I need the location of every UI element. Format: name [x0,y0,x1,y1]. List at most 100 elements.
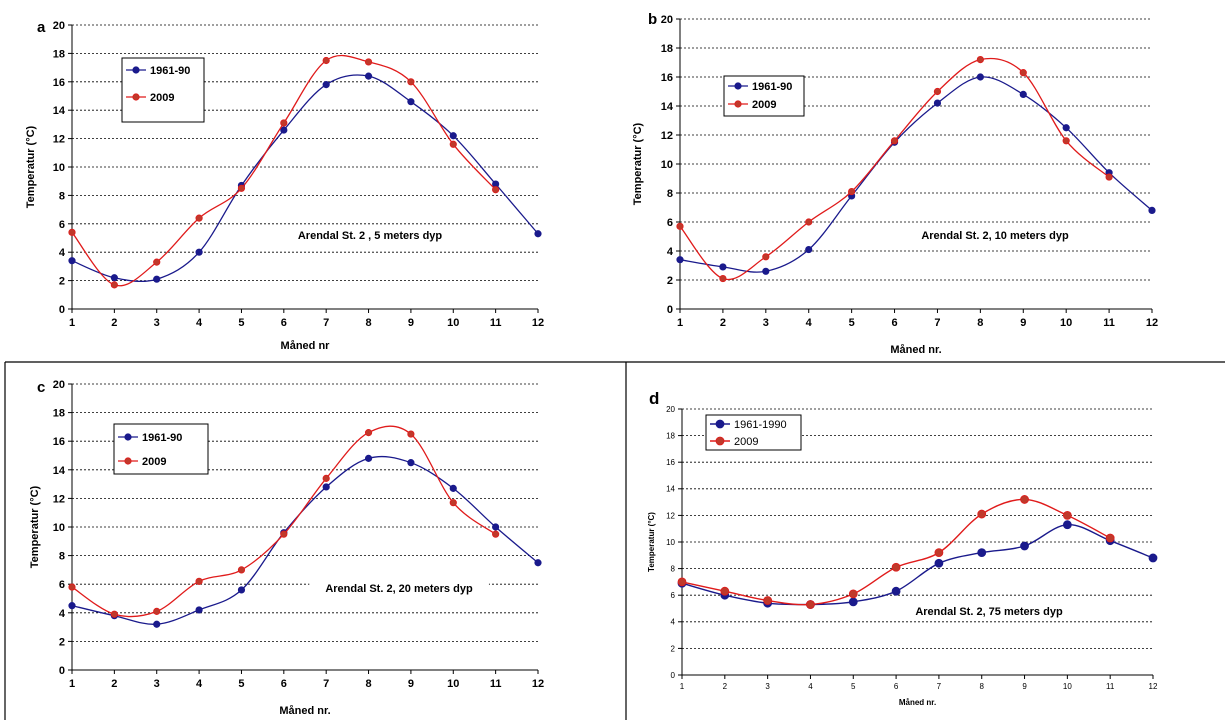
data-point [534,559,542,567]
y-tick-label: 8 [59,190,65,202]
x-tick-label: 6 [281,678,287,690]
data-point [492,523,500,531]
legend-label: 1961-90 [150,65,190,77]
chart-panel-c: c 0 2 4 6 8 10 12 14 16 18 20 1 2 3 4 5 6 7 8 9 10 11 12 Måned n… [0,364,620,720]
data-point [891,562,901,572]
data-point [1020,541,1029,551]
legend-swatch-marker [124,457,132,465]
legend-label: 2009 [142,456,166,468]
x-tick-label: 7 [937,682,942,691]
data-point [763,596,773,605]
data-point [492,530,500,538]
x-tick-label: 9 [408,317,414,329]
data-point [848,589,858,599]
x-tick-label: 12 [532,678,544,690]
y-axis-label: Temperatur (°C) [647,512,656,572]
data-point [407,459,415,467]
data-point [848,597,858,607]
data-point [719,274,727,283]
data-point [1019,69,1027,77]
series-reference [68,72,542,283]
x-tick-label: 2 [111,678,117,690]
x-tick-label: 1 [69,317,75,329]
series-line [71,455,539,625]
panel-letter: b [648,11,657,28]
y-axis-label: Temperatur (°C) [25,125,37,208]
x-tick-label: 6 [891,317,897,329]
y-tick-label: 8 [667,188,673,200]
legend-label: 2009 [752,99,776,111]
legend-box [113,423,209,475]
data-point [677,577,687,587]
data-point [977,548,987,558]
legend-label: 1961-90 [752,81,792,93]
x-tick-label: 5 [851,682,856,691]
x-tick-label: 9 [1020,317,1026,329]
data-point [719,263,727,271]
data-point [762,253,770,261]
chart-panel-d: d 0 2 4 6 8 10 12 14 16 18 20 1 2 3 4 5 6 7 8 9 10 11 12 Måned n… [628,364,1225,720]
x-tick-label: 2 [720,317,726,329]
x-tick-label: 10 [1063,682,1072,691]
series-2009 [68,54,500,289]
legend-swatch-marker [715,436,725,446]
y-tick-label: 2 [59,636,65,648]
x-tick-label: 12 [1146,317,1158,329]
y-tick-label: 16 [661,72,673,84]
annotation-background [899,604,1079,620]
chart-panel-a: a 0 2 4 6 8 10 12 14 16 18 20 1 2 3 4 5 6 7 8 9 10 11 12 Måned n… [0,0,600,360]
x-tick-label: 2 [111,317,117,329]
x-tick-label: 2 [723,682,728,691]
chart-panel-b: b 0 2 4 6 8 10 12 14 16 18 20 1 2 3 4 5 6 7 8 9 10 11 12 Måned n… [620,0,1220,360]
data-point [933,99,942,107]
data-point [322,56,330,65]
data-point [153,275,161,283]
y-tick-label: 14 [53,465,66,477]
y-tick-label: 4 [59,247,66,259]
x-tick-label: 11 [490,678,502,690]
y-tick-label: 16 [53,436,65,448]
data-point [407,98,415,106]
x-tick-label: 8 [980,682,985,691]
data-point [449,484,457,492]
x-tick-label: 10 [1060,317,1072,329]
x-tick-label: 3 [154,678,160,690]
y-tick-label: 12 [666,511,675,520]
data-point [676,256,684,264]
data-point [280,126,288,134]
y-tick-label: 12 [53,493,65,505]
data-point [976,55,984,64]
data-point [890,137,899,145]
y-tick-label: 10 [53,522,65,534]
data-point [407,430,415,438]
legend: 1961-90 2009 [723,75,805,117]
data-point [1062,520,1072,530]
data-point [195,214,203,222]
data-point [891,586,901,596]
series-2009 [676,55,1113,283]
y-tick-label: 6 [671,591,676,600]
series-2009 [677,495,1115,609]
y-tick-label: 14 [666,485,675,494]
series-reference [676,73,1156,275]
legend-swatch-marker [715,419,725,429]
chart-annotation: Arendal St. 2, 20 meters dyp [325,583,473,595]
chart-annotation: Arendal St. 2 , 5 meters dyp [298,230,443,242]
data-point [68,583,76,591]
panel-letter: c [37,379,45,396]
legend-swatch-marker [734,100,742,108]
panel-letter: a [37,19,46,36]
y-tick-label: 0 [667,304,673,316]
y-tick-label: 14 [53,105,66,117]
x-tick-label: 3 [154,317,160,329]
gridlines [72,383,538,642]
data-point [1020,495,1029,504]
data-point [364,72,373,80]
x-tick-label: 9 [408,678,414,690]
x-tick-label: 1 [680,682,685,691]
legend: 1961-90 2009 [121,57,205,123]
